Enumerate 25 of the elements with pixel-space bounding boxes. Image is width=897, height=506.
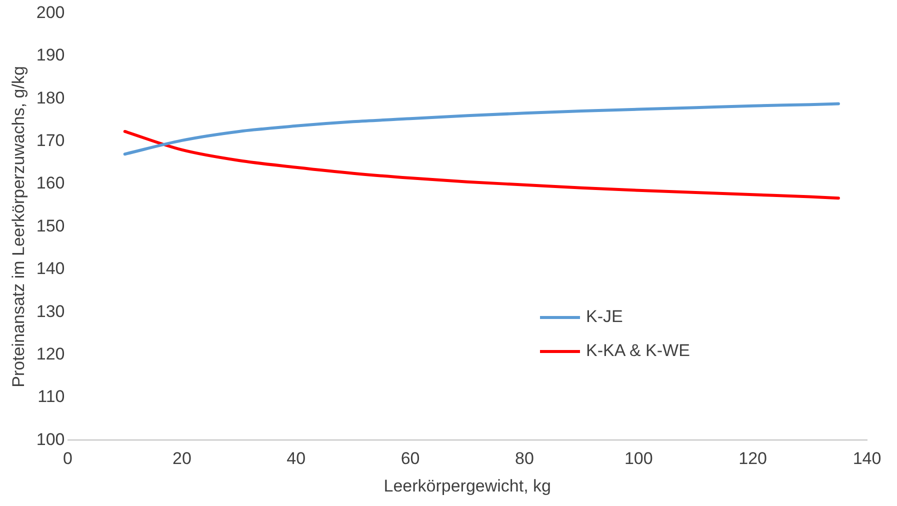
x-tick-label: 100 — [624, 449, 653, 468]
y-tick-label: 190 — [36, 46, 65, 65]
line-series — [123, 130, 840, 200]
legend-label: K-KA & K-WE — [586, 341, 690, 361]
y-tick-label: 140 — [36, 259, 65, 278]
y-tick-label: 160 — [36, 174, 65, 193]
y-tick-label: 120 — [36, 344, 65, 364]
legend-label: K-JE — [586, 307, 623, 327]
y-tick-label: 130 — [36, 302, 65, 321]
y-tick-label: 180 — [36, 88, 65, 108]
y-tick-label: 150 — [36, 216, 65, 236]
x-tick-label: 0 — [63, 449, 72, 468]
x-axis-title: Leerkörpergewicht, kg — [384, 476, 552, 496]
x-tick-label: 20 — [172, 449, 192, 468]
x-tick-label: 40 — [286, 449, 306, 468]
y-tick-label: 100 — [36, 430, 65, 449]
y-tick-label: 170 — [36, 130, 65, 150]
x-tick-label: 140 — [852, 449, 882, 468]
y-tick-label: 200 — [36, 2, 65, 22]
line-series — [123, 102, 840, 156]
x-tick-label: 80 — [515, 449, 534, 468]
y-axis-title: Proteinansatz im Leerkörperzuwachs, g/kg — [8, 66, 28, 388]
y-tick-label: 110 — [38, 387, 65, 406]
x-tick-label: 120 — [738, 449, 768, 468]
x-tick-label: 60 — [400, 449, 420, 468]
